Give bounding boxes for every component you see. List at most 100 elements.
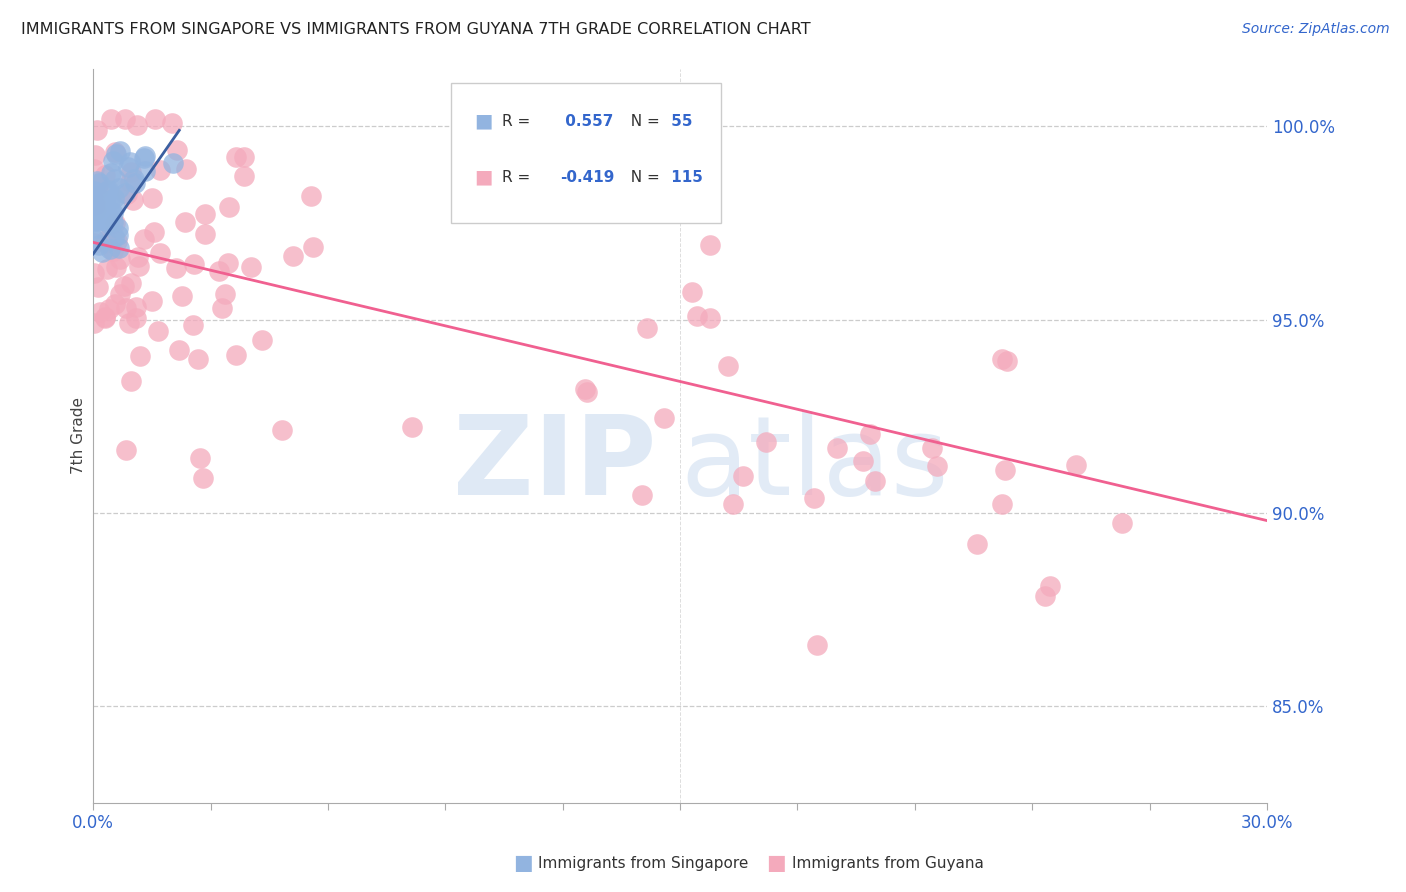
- Point: [93, 310, 115, 325]
- Point: [87, 182, 110, 196]
- Point: [120, 175, 142, 189]
- Point: [97, 302, 120, 317]
- Point: [108, 145, 131, 159]
- Point: [863, 474, 886, 488]
- Point: [115, 301, 138, 316]
- Point: [86, 123, 108, 137]
- Text: N =: N =: [621, 169, 665, 185]
- Point: [96, 261, 118, 276]
- Point: [825, 441, 848, 455]
- Point: [217, 256, 239, 270]
- Point: [214, 286, 236, 301]
- Point: [84, 214, 107, 228]
- Point: [83, 236, 105, 251]
- Point: [100, 112, 122, 126]
- Point: [114, 186, 136, 200]
- Point: [995, 354, 1018, 368]
- Point: [134, 163, 156, 178]
- Point: [149, 163, 172, 178]
- Point: [721, 497, 744, 511]
- Text: -0.419: -0.419: [561, 169, 614, 185]
- Point: [233, 150, 256, 164]
- Point: [576, 384, 599, 399]
- Point: [84, 203, 107, 218]
- Point: [966, 537, 988, 551]
- Point: [93, 194, 115, 208]
- Point: [183, 257, 205, 271]
- Point: [191, 471, 214, 485]
- Text: N =: N =: [621, 114, 665, 128]
- Point: [1111, 516, 1133, 531]
- Point: [96, 208, 118, 222]
- Text: Immigrants from Singapore: Immigrants from Singapore: [538, 856, 749, 871]
- Point: [233, 169, 256, 184]
- Point: [991, 497, 1014, 511]
- Point: [124, 176, 146, 190]
- Point: [717, 359, 740, 373]
- Point: [114, 112, 136, 126]
- Point: [94, 233, 117, 247]
- Point: [125, 300, 148, 314]
- Point: [87, 178, 110, 192]
- Point: [120, 165, 142, 179]
- Point: [169, 343, 191, 357]
- Point: [91, 212, 114, 227]
- Point: [87, 191, 110, 205]
- Text: ■: ■: [475, 168, 494, 186]
- Text: Source: ZipAtlas.com: Source: ZipAtlas.com: [1241, 22, 1389, 37]
- Point: [118, 155, 141, 169]
- Point: [118, 316, 141, 330]
- Point: [84, 195, 107, 210]
- Point: [218, 201, 240, 215]
- Point: [652, 411, 675, 425]
- Point: [141, 294, 163, 309]
- Point: [132, 151, 155, 165]
- Point: [83, 266, 105, 280]
- Point: [143, 225, 166, 239]
- Point: [115, 442, 138, 457]
- Point: [148, 324, 170, 338]
- Point: [755, 434, 778, 449]
- Point: [91, 207, 114, 221]
- Point: [174, 161, 197, 176]
- Y-axis label: 7th Grade: 7th Grade: [72, 397, 86, 474]
- Point: [127, 118, 149, 132]
- Point: [89, 238, 111, 252]
- Point: [83, 232, 105, 246]
- Point: [104, 201, 127, 215]
- Point: [83, 316, 105, 330]
- Point: [89, 176, 111, 190]
- Point: [921, 442, 943, 456]
- Point: [699, 310, 721, 325]
- Text: 55: 55: [666, 114, 693, 128]
- Point: [120, 375, 142, 389]
- Point: [120, 276, 142, 290]
- Point: [91, 245, 114, 260]
- Point: [83, 193, 105, 207]
- Point: [174, 215, 197, 229]
- Point: [103, 153, 125, 168]
- Point: [94, 235, 117, 250]
- Point: [299, 189, 322, 203]
- Point: [637, 320, 659, 334]
- Point: [994, 463, 1017, 477]
- Point: [271, 424, 294, 438]
- Point: [93, 310, 115, 325]
- Text: Immigrants from Guyana: Immigrants from Guyana: [792, 856, 983, 871]
- Point: [165, 260, 187, 275]
- Point: [160, 115, 183, 129]
- Point: [149, 245, 172, 260]
- Point: [96, 185, 118, 199]
- Point: [104, 171, 127, 186]
- Point: [107, 221, 129, 235]
- Point: [97, 183, 120, 197]
- Point: [129, 349, 152, 363]
- Point: [401, 420, 423, 434]
- Point: [170, 289, 193, 303]
- Point: [731, 469, 754, 483]
- Point: [87, 196, 110, 211]
- Point: [699, 238, 721, 252]
- Point: [166, 144, 188, 158]
- Point: [1064, 458, 1087, 473]
- Point: [103, 191, 125, 205]
